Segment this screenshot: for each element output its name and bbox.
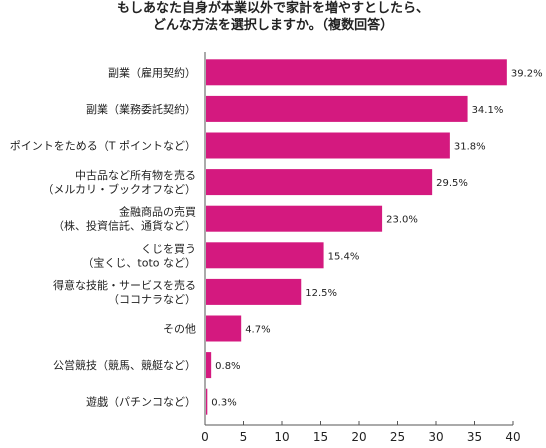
x-tick-label: 35 bbox=[467, 430, 482, 444]
category-label: （ココナラなど） bbox=[108, 293, 196, 306]
category-label: その他 bbox=[163, 323, 196, 336]
category-label: 金融商品の売買 bbox=[119, 205, 196, 219]
x-tick-label: 40 bbox=[505, 430, 520, 444]
value-label: 0.8% bbox=[215, 361, 240, 372]
bar bbox=[206, 242, 324, 269]
chart-title-line-1: もしあなた自身が本業以外で家計を増やすとしたら、 bbox=[116, 1, 429, 16]
bar bbox=[206, 95, 468, 122]
x-tick-label: 10 bbox=[274, 430, 289, 444]
category-label: （株、投資信託、通貨など） bbox=[53, 219, 196, 233]
category-label: （メルカリ・ブックオフなど） bbox=[42, 182, 196, 196]
value-label: 4.7% bbox=[245, 325, 270, 336]
category-label: 副業（業務委託契約） bbox=[86, 102, 196, 116]
category-label: ポイントをためる（T ポイントなど） bbox=[10, 140, 196, 153]
x-tick-label: 25 bbox=[390, 430, 405, 444]
category-label: くじを買う bbox=[141, 242, 196, 255]
value-label: 29.5% bbox=[436, 178, 468, 189]
x-tick-label: 30 bbox=[428, 430, 443, 444]
value-label: 34.1% bbox=[472, 105, 504, 116]
category-label: 得意な技能・サービスを売る bbox=[53, 278, 196, 292]
category-label: 遊戯（パチンコなど） bbox=[86, 395, 196, 409]
value-label: 39.2% bbox=[511, 68, 543, 79]
category-label: 中古品など所有物を売る bbox=[75, 168, 196, 182]
bar bbox=[206, 388, 208, 415]
value-label: 15.4% bbox=[328, 251, 360, 262]
bar bbox=[206, 59, 507, 86]
chart-title: もしあなた自身が本業以外で家計を増やすとしたら、 どんな方法を選択しますか。（複… bbox=[0, 0, 546, 34]
x-tick-label: 15 bbox=[313, 430, 328, 444]
bar bbox=[206, 169, 433, 196]
value-label: 31.8% bbox=[454, 142, 486, 153]
x-tick-label: 5 bbox=[240, 430, 248, 444]
chart-title-line-2: どんな方法を選択しますか。（複数回答） bbox=[152, 18, 394, 33]
x-tick-label: 0 bbox=[201, 430, 209, 444]
bar bbox=[206, 205, 383, 232]
bar bbox=[206, 352, 212, 379]
x-tick-label: 20 bbox=[351, 430, 366, 444]
category-label: （宝くじ、toto など） bbox=[82, 255, 196, 269]
value-label: 23.0% bbox=[386, 215, 418, 226]
bar bbox=[206, 132, 450, 159]
bar bbox=[206, 315, 242, 342]
bar bbox=[206, 278, 302, 305]
category-label: 副業（雇用契約） bbox=[108, 65, 196, 79]
value-label: 0.3% bbox=[211, 398, 236, 409]
category-label: 公営競技（競馬、競艇など） bbox=[53, 358, 196, 372]
value-label: 12.5% bbox=[305, 288, 337, 299]
